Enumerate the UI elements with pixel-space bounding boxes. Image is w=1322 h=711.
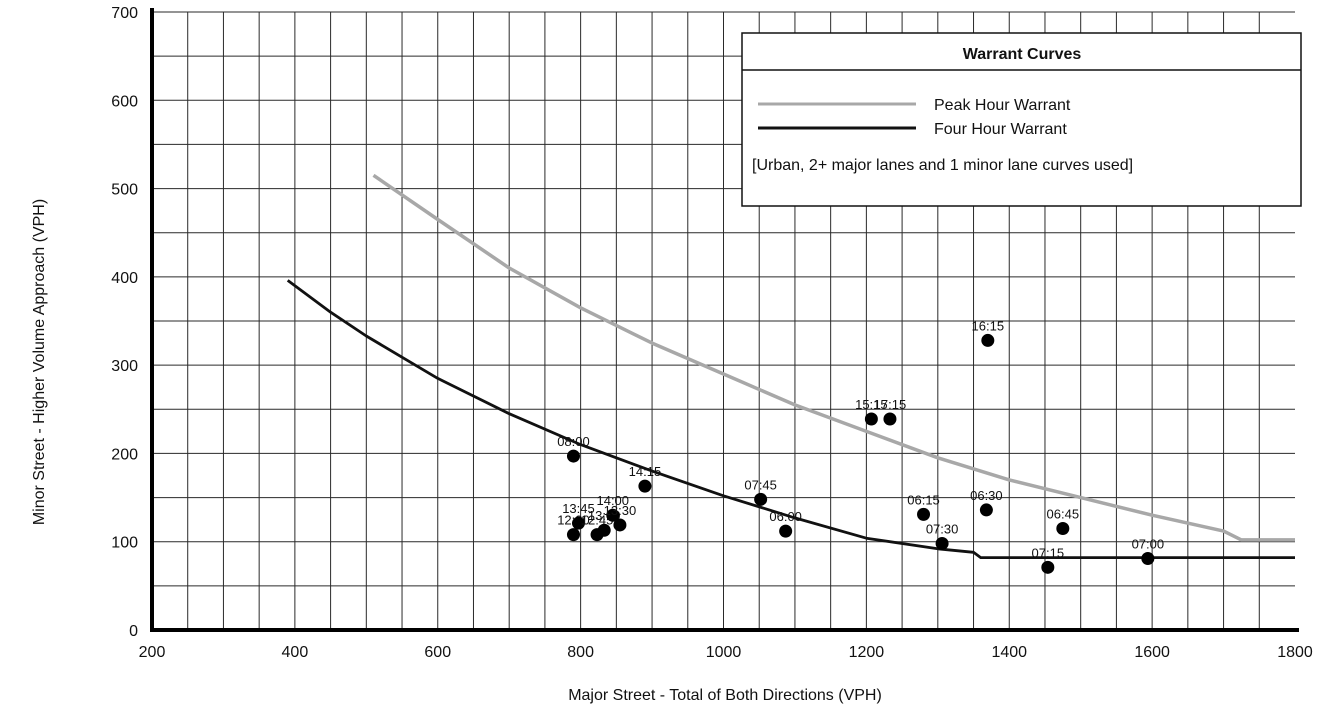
data-point <box>917 507 931 521</box>
data-point-label: 06:15 <box>907 492 940 507</box>
y-axis-label: Minor Street - Higher Volume Approach (V… <box>31 199 48 525</box>
data-point-label: 15:15 <box>855 397 888 412</box>
data-point <box>779 524 793 538</box>
data-point <box>638 479 652 493</box>
data-point-label: 06:45 <box>1047 506 1080 521</box>
data-point-label: 06:30 <box>970 488 1003 503</box>
data-point <box>883 412 897 426</box>
x-tick-label: 800 <box>567 644 594 661</box>
y-tick-label: 400 <box>111 270 138 287</box>
y-tick-label: 200 <box>111 446 138 463</box>
data-point-label: 16:15 <box>972 318 1005 333</box>
peak-hour-warrant-curve <box>372 173 1295 542</box>
data-point-label: 13:30 <box>604 503 637 518</box>
x-tick-label: 400 <box>282 644 309 661</box>
legend-entry-four-hour: Four Hour Warrant <box>934 121 1067 138</box>
data-point-label: 07:45 <box>744 477 777 492</box>
four-hour-warrant-curve <box>286 279 1295 559</box>
data-point <box>597 523 611 537</box>
tick-labels: 200 400 600 800 1000 1200 1400 1600 1800 0 100 200 3… <box>111 5 1313 661</box>
data-point-label: 17:15 <box>874 397 907 412</box>
data-point-label: 13:45 <box>562 501 595 516</box>
data-point-label: 07:30 <box>926 521 959 536</box>
data-point-label: 07:00 <box>1132 536 1165 551</box>
x-tick-label: 1000 <box>706 644 742 661</box>
warrant-curves <box>286 173 1295 559</box>
data-point <box>864 412 878 426</box>
data-point <box>1056 521 1070 535</box>
legend-entry-peak-hour: Peak Hour Warrant <box>934 97 1071 114</box>
x-tick-label: 600 <box>424 644 451 661</box>
y-tick-label: 300 <box>111 358 138 375</box>
data-point <box>571 516 585 530</box>
data-point <box>566 528 580 542</box>
data-point <box>1041 560 1055 574</box>
y-tick-label: 700 <box>111 5 138 22</box>
data-point <box>754 492 768 506</box>
data-point <box>979 503 993 517</box>
x-tick-label: 1800 <box>1277 644 1313 661</box>
data-point-label: 06:00 <box>769 509 802 524</box>
data-point <box>935 536 949 550</box>
data-point-label: 07:15 <box>1032 545 1065 560</box>
legend-title: Warrant Curves <box>963 46 1082 63</box>
data-point <box>981 333 995 347</box>
axes <box>150 8 1299 632</box>
data-point-label: 14:00 <box>596 493 629 508</box>
legend-note: [Urban, 2+ major lanes and 1 minor lane … <box>752 157 1133 174</box>
data-points: 08:0012:3013:4512:4513:0014:0013:3014:15… <box>557 318 1165 574</box>
data-point-label: 14:15 <box>629 464 662 479</box>
data-point <box>613 518 627 532</box>
data-point <box>1141 551 1155 565</box>
y-tick-label: 600 <box>111 93 138 110</box>
x-tick-label: 200 <box>139 644 166 661</box>
x-tick-label: 1400 <box>991 644 1027 661</box>
x-tick-label: 1600 <box>1134 644 1170 661</box>
y-tick-label: 100 <box>111 535 138 552</box>
data-point <box>606 508 620 522</box>
x-tick-label: 1200 <box>849 644 885 661</box>
y-tick-label: 500 <box>111 182 138 199</box>
data-point <box>566 449 580 463</box>
legend-box <box>741 32 1302 207</box>
x-axis-label: Major Street - Total of Both Directions … <box>568 687 882 704</box>
y-tick-label: 0 <box>129 623 138 640</box>
data-point-label: 08:00 <box>557 434 590 449</box>
legend: Warrant Curves Peak Hour Warrant Four Ho… <box>741 32 1302 207</box>
